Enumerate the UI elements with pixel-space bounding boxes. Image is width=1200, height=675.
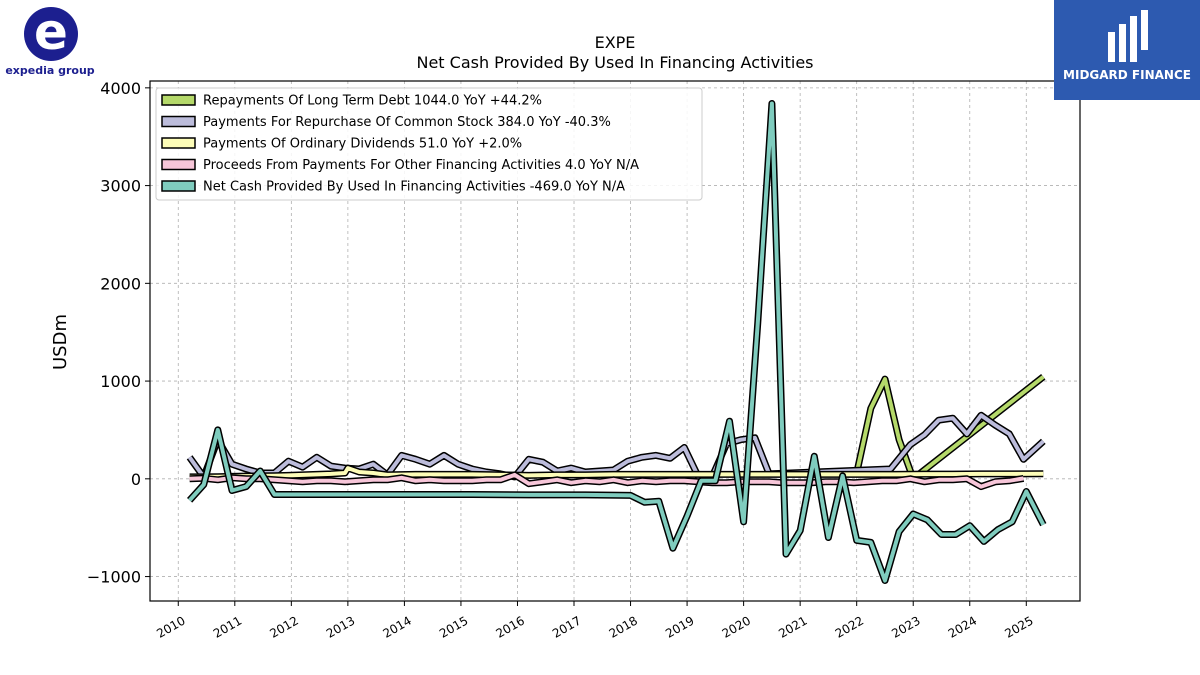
legend-box — [155, 87, 703, 201]
x-tick-label: 2024 — [946, 613, 979, 640]
x-tick-label: 2018 — [607, 613, 640, 640]
legend-swatch — [161, 94, 196, 106]
x-tick-label: 2021 — [776, 613, 809, 640]
x-tick-label: 2013 — [324, 613, 357, 640]
x-tick-label: 2017 — [550, 613, 583, 640]
series-3 — [189, 464, 1044, 481]
y-tick-label: 2000 — [100, 274, 141, 293]
series-line — [188, 101, 1046, 583]
legend-entry: Proceeds From Payments For Other Financi… — [203, 158, 639, 173]
y-tick-label: 1000 — [100, 372, 141, 391]
chart-title: EXPE — [595, 33, 636, 52]
legend: Repayments Of Long Term Debt 1044.0 YoY … — [155, 87, 703, 201]
legend-swatch — [161, 158, 196, 171]
legend-swatch — [161, 180, 196, 192]
x-tick-label: 2014 — [380, 613, 413, 640]
series-line — [189, 466, 1044, 479]
x-tick-label: 2023 — [889, 613, 922, 640]
series-2 — [186, 411, 1046, 481]
y-tick-label: 3000 — [100, 177, 141, 196]
x-tick-label: 2019 — [663, 613, 696, 640]
x-tick-label: 2025 — [1002, 613, 1035, 640]
chart-subtitle: Net Cash Provided By Used In Financing A… — [416, 53, 813, 72]
midgard-mark-icon — [1108, 10, 1148, 62]
plot-frame — [149, 80, 1081, 602]
legend-entry: Repayments Of Long Term Debt 1044.0 YoY … — [203, 94, 542, 109]
x-tick-label: 2022 — [833, 613, 866, 640]
series-5 — [187, 100, 1047, 584]
legend-entry: Payments For Repurchase Of Common Stock … — [203, 115, 611, 130]
y-tick-label: 0 — [131, 470, 141, 489]
x-tick-label: 2011 — [211, 613, 244, 640]
expedia-group-logo: e expedia group — [2, 4, 98, 80]
x-tick-label: 2016 — [494, 613, 527, 640]
y-tick-label: 4000 — [100, 79, 141, 98]
expedia-logo-text: expedia group — [5, 64, 95, 77]
x-tick-label: 2012 — [267, 613, 300, 640]
series-layer — [186, 100, 1047, 584]
x-tick-label: 2020 — [720, 613, 753, 640]
expedia-e-icon: e — [24, 7, 78, 61]
legend-swatch — [161, 137, 196, 149]
x-tick-label: 2015 — [437, 613, 470, 640]
series-4 — [189, 471, 1025, 491]
legend-entry: Payments Of Ordinary Dividends 51.0 YoY … — [203, 137, 522, 152]
x-tick-label: 2010 — [154, 613, 187, 640]
series-line — [187, 413, 1045, 479]
midgard-logo-text: MIDGARD FINANCE — [1063, 68, 1191, 82]
series-outline — [853, 374, 1046, 483]
y-axis-ticks: −1000 0 1000 2000 3000 4000 — [87, 79, 150, 587]
y-axis-label: USDm — [50, 314, 71, 370]
y-tick-label: −1000 — [87, 568, 141, 587]
series-line — [189, 472, 1024, 489]
legend-swatch — [161, 115, 196, 128]
midgard-finance-logo: MIDGARD FINANCE — [1054, 0, 1200, 100]
x-axis-ticks: 2010 2011 2012 2013 2014 2015 2016 2017 2018 2019… — [154, 601, 1036, 641]
series-line — [854, 375, 1045, 481]
series-1 — [853, 374, 1046, 483]
legend-entry: Net Cash Provided By Used In Financing A… — [203, 180, 625, 195]
